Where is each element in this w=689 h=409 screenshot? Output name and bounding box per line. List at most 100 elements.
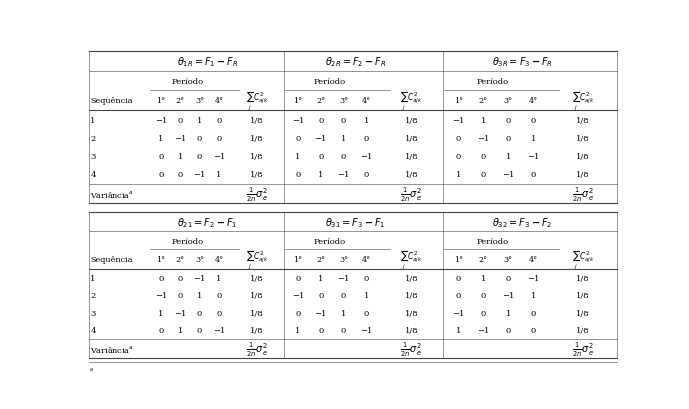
Text: 4°: 4° bbox=[362, 255, 371, 263]
Text: 0: 0 bbox=[197, 135, 202, 142]
Text: 0: 0 bbox=[178, 274, 183, 282]
Text: 1/8: 1/8 bbox=[250, 135, 264, 142]
Text: −1: −1 bbox=[502, 292, 515, 299]
Text: 1: 1 bbox=[481, 116, 486, 124]
Text: 1/8: 1/8 bbox=[404, 171, 418, 179]
Text: 1°: 1° bbox=[453, 97, 463, 105]
Text: 0: 0 bbox=[531, 116, 536, 124]
Text: Sequência: Sequência bbox=[90, 255, 133, 263]
Text: 0: 0 bbox=[481, 153, 486, 160]
Text: 0: 0 bbox=[455, 292, 461, 299]
Text: 4°: 4° bbox=[362, 97, 371, 105]
Text: 1/8: 1/8 bbox=[404, 309, 418, 317]
Text: −1: −1 bbox=[477, 135, 490, 142]
Text: 0: 0 bbox=[318, 326, 323, 334]
Text: −1: −1 bbox=[315, 135, 327, 142]
Text: $\theta_{21} = \boldsymbol{F_2 - F_1}$: $\theta_{21} = \boldsymbol{F_2 - F_1}$ bbox=[177, 216, 238, 229]
Text: −1: −1 bbox=[155, 292, 167, 299]
Text: −1: −1 bbox=[213, 326, 225, 334]
Text: 0: 0 bbox=[341, 292, 346, 299]
Text: 1/8: 1/8 bbox=[404, 135, 418, 142]
Text: 0: 0 bbox=[481, 171, 486, 179]
Text: $\theta_{1R} = \boldsymbol{F_1 - F_R}$: $\theta_{1R} = \boldsymbol{F_1 - F_R}$ bbox=[177, 55, 238, 69]
Text: $\frac{1}{2n}\sigma_e^2$: $\frac{1}{2n}\sigma_e^2$ bbox=[572, 340, 594, 358]
Text: 0: 0 bbox=[531, 309, 536, 317]
Text: 3°: 3° bbox=[339, 97, 348, 105]
Text: $\frac{1}{2n}\sigma_e^2$: $\frac{1}{2n}\sigma_e^2$ bbox=[246, 185, 268, 203]
Text: 4°: 4° bbox=[214, 255, 223, 263]
Text: 1: 1 bbox=[341, 135, 347, 142]
Text: 1: 1 bbox=[364, 292, 369, 299]
Text: 1: 1 bbox=[178, 326, 183, 334]
Text: 1: 1 bbox=[295, 326, 300, 334]
Text: 1/8: 1/8 bbox=[576, 274, 590, 282]
Text: 0: 0 bbox=[178, 292, 183, 299]
Text: −1: −1 bbox=[527, 274, 539, 282]
Text: 0: 0 bbox=[364, 135, 369, 142]
Text: 2°: 2° bbox=[479, 255, 488, 263]
Text: 1/8: 1/8 bbox=[576, 116, 590, 124]
Text: −1: −1 bbox=[291, 116, 304, 124]
Text: $\sum_j C^2_{ajk}$: $\sum_j C^2_{ajk}$ bbox=[400, 248, 422, 271]
Text: 1: 1 bbox=[455, 326, 461, 334]
Text: 0: 0 bbox=[158, 326, 163, 334]
Text: −1: −1 bbox=[174, 309, 187, 317]
Text: 0: 0 bbox=[506, 326, 511, 334]
Text: Período: Período bbox=[172, 78, 204, 86]
Text: 1: 1 bbox=[216, 171, 222, 179]
Text: 1: 1 bbox=[506, 153, 511, 160]
Text: 0: 0 bbox=[506, 116, 511, 124]
Text: 4°: 4° bbox=[529, 255, 538, 263]
Text: −1: −1 bbox=[338, 171, 350, 179]
Text: 2°: 2° bbox=[316, 97, 325, 105]
Text: −1: −1 bbox=[502, 171, 515, 179]
Text: 2°: 2° bbox=[176, 97, 185, 105]
Text: −1: −1 bbox=[360, 153, 373, 160]
Text: 1/8: 1/8 bbox=[576, 153, 590, 160]
Text: 4: 4 bbox=[90, 171, 96, 179]
Text: Período: Período bbox=[477, 237, 509, 245]
Text: 0: 0 bbox=[364, 171, 369, 179]
Text: −1: −1 bbox=[315, 309, 327, 317]
Text: 1/8: 1/8 bbox=[250, 116, 264, 124]
Text: 0: 0 bbox=[296, 171, 300, 179]
Text: 1°: 1° bbox=[294, 97, 302, 105]
Text: 1: 1 bbox=[197, 292, 203, 299]
Text: −1: −1 bbox=[213, 153, 225, 160]
Text: 0: 0 bbox=[178, 171, 183, 179]
Text: $\frac{1}{2n}\sigma_e^2$: $\frac{1}{2n}\sigma_e^2$ bbox=[400, 340, 422, 358]
Text: 0: 0 bbox=[341, 153, 346, 160]
Text: −1: −1 bbox=[194, 274, 206, 282]
Text: 0: 0 bbox=[506, 274, 511, 282]
Text: 0: 0 bbox=[318, 116, 323, 124]
Text: −1: −1 bbox=[477, 326, 490, 334]
Text: 1/8: 1/8 bbox=[404, 116, 418, 124]
Text: 0: 0 bbox=[341, 326, 346, 334]
Text: 1: 1 bbox=[481, 274, 486, 282]
Text: 1°: 1° bbox=[156, 97, 165, 105]
Text: 0: 0 bbox=[197, 326, 202, 334]
Text: 1: 1 bbox=[90, 116, 96, 124]
Text: 0: 0 bbox=[158, 171, 163, 179]
Text: 3°: 3° bbox=[195, 255, 204, 263]
Text: −1: −1 bbox=[155, 116, 167, 124]
Text: Período: Período bbox=[477, 78, 509, 86]
Text: −1: −1 bbox=[338, 274, 350, 282]
Text: 1/8: 1/8 bbox=[250, 274, 264, 282]
Text: 2: 2 bbox=[90, 135, 96, 142]
Text: 0: 0 bbox=[158, 274, 163, 282]
Text: −1: −1 bbox=[527, 153, 539, 160]
Text: 4°: 4° bbox=[214, 97, 223, 105]
Text: Período: Período bbox=[313, 78, 345, 86]
Text: 1: 1 bbox=[197, 116, 203, 124]
Text: 0: 0 bbox=[455, 135, 461, 142]
Text: −1: −1 bbox=[452, 116, 464, 124]
Text: $\frac{1}{2n}\sigma_e^2$: $\frac{1}{2n}\sigma_e^2$ bbox=[572, 185, 594, 203]
Text: Variância$^a$: Variância$^a$ bbox=[90, 189, 134, 200]
Text: $\sum_j C^2_{ajk}$: $\sum_j C^2_{ajk}$ bbox=[572, 248, 594, 271]
Text: 0: 0 bbox=[197, 153, 202, 160]
Text: 1: 1 bbox=[178, 153, 183, 160]
Text: 1°: 1° bbox=[453, 255, 463, 263]
Text: 0: 0 bbox=[341, 116, 346, 124]
Text: 1: 1 bbox=[90, 274, 96, 282]
